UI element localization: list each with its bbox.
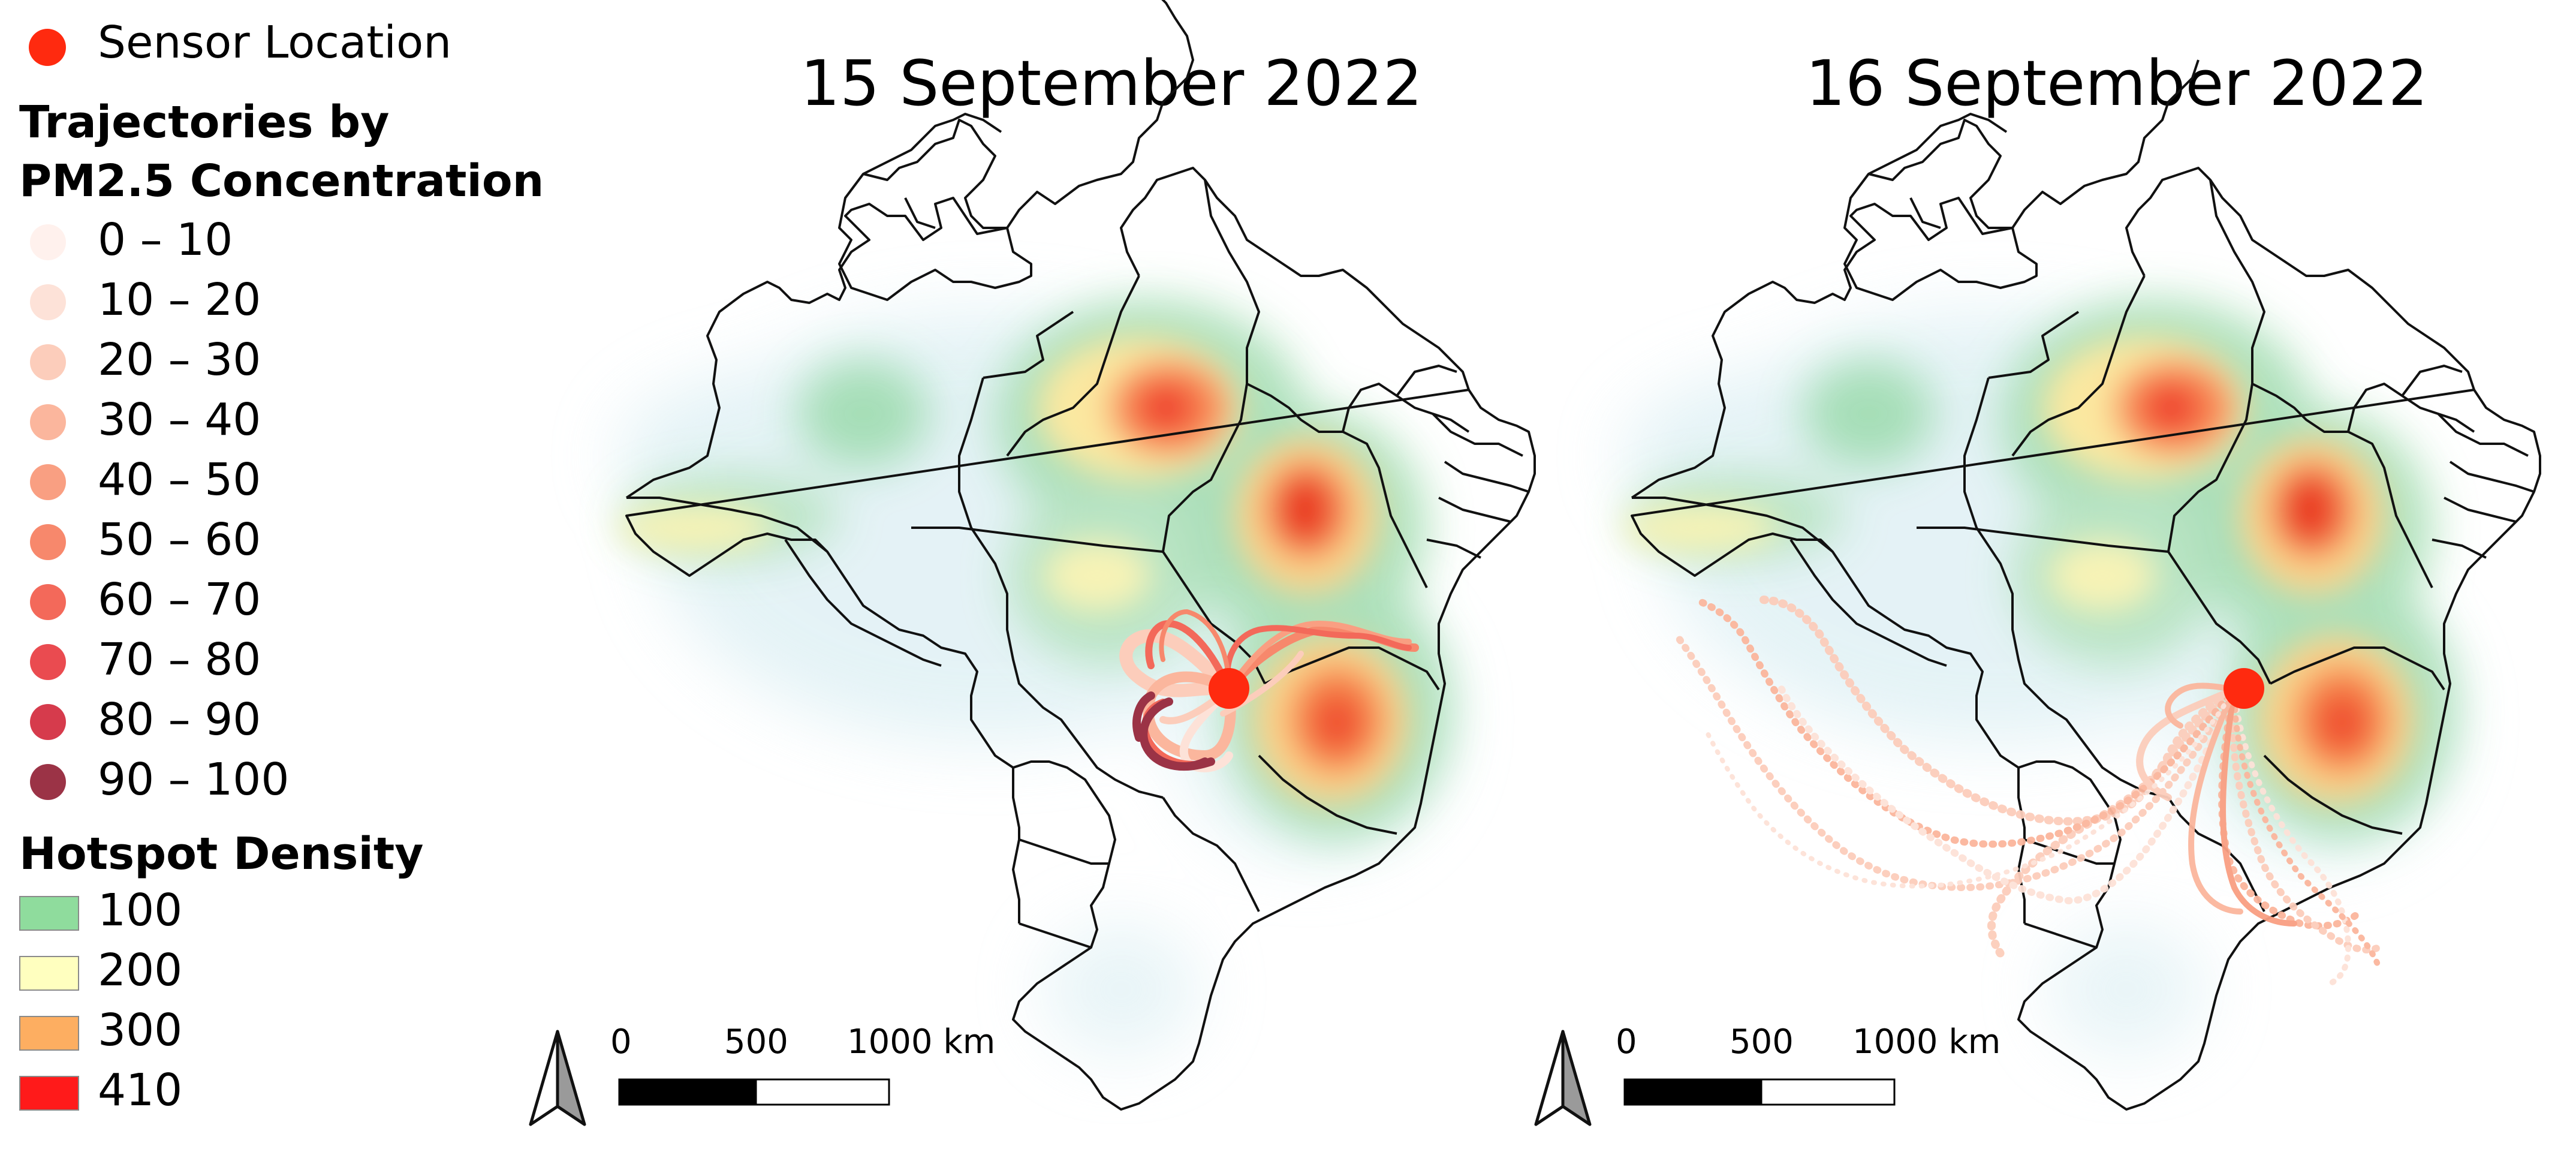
- trajectory-class-swatch: [30, 404, 66, 440]
- trajectories-heading-line1: Trajectories by: [19, 97, 390, 148]
- hotspot-density-layer-right: [1623, 300, 2456, 1055]
- scale-label-500-left: 500: [724, 1022, 788, 1061]
- map-legend: Sensor Location Trajectories by PM2.5 Co…: [0, 0, 544, 1158]
- trajectory-class-swatch: [30, 644, 66, 680]
- trajectory-class-swatch: [30, 344, 66, 380]
- hotspot-class-swatch: [19, 956, 79, 991]
- map-title-left: 15 September 2022: [800, 47, 1423, 120]
- hotspot-class-label: 300: [98, 1004, 183, 1056]
- trajectory-class-label: 50 – 60: [98, 514, 261, 566]
- trajectory-class-swatch: [30, 464, 66, 500]
- hotspot-class-label: 200: [98, 945, 183, 996]
- sensor-location-marker-right: [2224, 668, 2264, 709]
- map-title-right: 16 September 2022: [1806, 47, 2428, 120]
- trajectory-class-label: 40 – 50: [98, 454, 261, 506]
- hotspot-density-heading: Hotspot Density: [19, 828, 424, 880]
- north-arrow-left: [529, 1030, 586, 1126]
- trajectory-class-label: 90 – 100: [98, 754, 290, 805]
- scale-bar-right: [1623, 1078, 1896, 1106]
- trajectory-class-swatch: [30, 704, 66, 740]
- trajectory-class-swatch: [30, 524, 66, 560]
- scale-label-500-right: 500: [1730, 1022, 1794, 1061]
- sensor-location-label: Sensor Location: [98, 17, 452, 68]
- hotspot-class-label: 100: [98, 885, 183, 936]
- hotspot-class-swatch: [19, 1016, 79, 1051]
- scale-label-0-left: 0: [610, 1022, 632, 1061]
- trajectory-class-swatch: [30, 764, 66, 800]
- scale-label-1000-left: 1000 km: [847, 1022, 996, 1061]
- sensor-location-marker: [1209, 668, 1249, 709]
- trajectories-heading-line2: PM2.5 Concentration: [19, 155, 544, 207]
- pm25-trajectories-right: [1673, 595, 2382, 986]
- hotspot-class-swatch: [19, 896, 79, 931]
- trajectory-class-label: 10 – 20: [98, 274, 261, 326]
- hotspot-class-swatch: [19, 1076, 79, 1111]
- trajectory-class-label: 70 – 80: [98, 634, 261, 685]
- hotspot-class-label: 410: [98, 1064, 183, 1116]
- scale-bar-left: [618, 1078, 890, 1106]
- brazil-state-boundaries-right: [1631, 59, 2541, 1111]
- trajectory-class-label: 0 – 10: [98, 214, 233, 266]
- trajectory-class-label: 30 – 40: [98, 394, 261, 446]
- brazil-state-boundaries: [625, 0, 1536, 1111]
- trajectory-class-label: 20 – 30: [98, 334, 261, 386]
- scale-label-0-right: 0: [1616, 1022, 1637, 1061]
- trajectory-class-label: 60 – 70: [98, 574, 261, 625]
- trajectory-class-label: 80 – 90: [98, 694, 261, 745]
- trajectory-class-swatch: [30, 224, 66, 260]
- trajectory-class-swatch: [30, 584, 66, 620]
- trajectory-class-swatch: [30, 284, 66, 320]
- north-arrow-right: [1534, 1030, 1592, 1126]
- sensor-location-symbol: [29, 29, 66, 66]
- scale-label-1000-right: 1000 km: [1852, 1022, 2001, 1061]
